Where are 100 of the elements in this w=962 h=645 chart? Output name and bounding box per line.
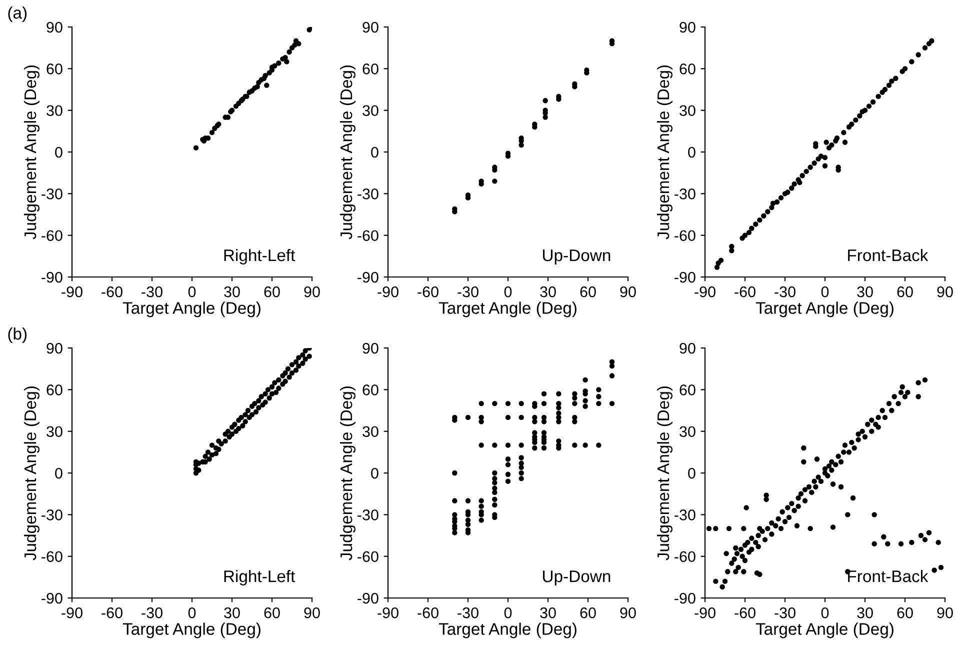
point — [898, 541, 904, 546]
point — [938, 564, 944, 570]
point — [741, 526, 746, 532]
point — [722, 578, 728, 584]
point — [845, 512, 850, 518]
point — [272, 63, 278, 68]
point — [726, 526, 732, 532]
x-tick-label: 0 — [821, 286, 829, 298]
x-tick-label: 0 — [188, 286, 196, 298]
x-tick-label: 90 — [620, 286, 636, 298]
x-tick-label: -30 — [774, 286, 796, 298]
y-tick-label: -30 — [674, 188, 696, 200]
x-tick-label: 90 — [304, 607, 320, 618]
point — [838, 484, 844, 490]
y-axis-title: Judgement Angle (Deg) — [656, 65, 673, 240]
y-tick-label: 60 — [362, 384, 378, 396]
y-axis-title: Judgement Angle (Deg) — [24, 65, 40, 240]
x-tick-label: 0 — [821, 607, 829, 618]
x-tick-label: 60 — [264, 607, 280, 618]
annotation: Front-Back — [848, 248, 928, 262]
y-tick-label: 0 — [371, 468, 378, 479]
y-tick-label: 90 — [46, 22, 62, 33]
y-tick-label: -90 — [42, 592, 62, 604]
y-tick-label: 30 — [46, 426, 62, 438]
text: (b) — [8, 327, 27, 343]
point — [850, 495, 856, 501]
y-axis-title: Judgement Angle (Deg) — [340, 386, 356, 560]
x-tick-label: 90 — [620, 607, 636, 618]
x-tick-label: 30 — [540, 607, 556, 618]
y-tick-label: 60 — [46, 384, 62, 396]
point — [254, 84, 260, 90]
x-tick-label: -60 — [418, 286, 438, 298]
x-tick-label: 0 — [188, 607, 196, 618]
y-tick-label: 90 — [680, 22, 696, 33]
y-tick-label: 60 — [46, 64, 62, 74]
y-tick-label: -30 — [358, 188, 378, 200]
point — [926, 530, 932, 536]
x-tick-label: -30 — [142, 607, 162, 618]
point — [264, 82, 270, 88]
y-tick-label: 30 — [362, 426, 378, 438]
annotation: Front-Back — [848, 570, 928, 582]
y-tick-label: 0 — [688, 146, 696, 158]
point — [918, 532, 924, 538]
y-tick-label: 60 — [680, 64, 696, 74]
x-axis-title: Target Angle (Deg) — [438, 302, 576, 318]
point — [276, 60, 282, 66]
y-tick-label: 0 — [55, 468, 62, 479]
point — [932, 568, 937, 573]
point — [724, 550, 729, 556]
point — [286, 49, 292, 55]
x-tick-label: 0 — [504, 607, 512, 618]
point — [209, 130, 215, 136]
x-tick-label: -60 — [418, 607, 438, 618]
x-tick-label: 0 — [504, 286, 512, 298]
point — [296, 41, 302, 46]
point — [733, 545, 738, 551]
x-tick-label: 60 — [264, 286, 280, 298]
x-tick-label: -60 — [734, 286, 756, 298]
point — [720, 584, 725, 590]
point — [916, 394, 921, 400]
point — [794, 523, 800, 528]
text: (a) — [8, 6, 27, 22]
point — [282, 54, 288, 60]
x-tick-label: -60 — [734, 607, 756, 618]
point — [262, 73, 268, 78]
point — [757, 572, 762, 577]
point — [872, 541, 877, 546]
y-tick-label: -60 — [674, 551, 696, 562]
y-tick-label: 90 — [46, 342, 62, 354]
point — [744, 505, 749, 510]
y-tick-label: -60 — [42, 230, 62, 242]
point — [936, 540, 941, 546]
x-tick-label: 30 — [224, 286, 240, 298]
point — [916, 380, 921, 386]
x-tick-label: 60 — [897, 286, 913, 298]
x-tick-label: -60 — [102, 607, 122, 618]
y-tick-label: 90 — [362, 22, 378, 33]
y-tick-label: -30 — [674, 510, 696, 520]
y-tick-label: -90 — [674, 272, 696, 283]
y-tick-label: -60 — [358, 230, 378, 242]
x-axis-title: Target Angle (Deg) — [122, 622, 260, 638]
x-axis-title: Target Angle (Deg) — [122, 302, 260, 318]
x-axis-title: Target Angle (Deg) — [756, 622, 894, 638]
point — [922, 377, 928, 383]
y-tick-label: -60 — [42, 551, 62, 562]
point — [757, 526, 762, 532]
point — [872, 512, 877, 518]
point — [706, 526, 712, 532]
y-axis-title: Judgement Angle (Deg) — [24, 386, 40, 560]
point — [801, 459, 806, 464]
x-tick-label: -30 — [458, 607, 478, 618]
y-tick-label: 60 — [680, 384, 696, 396]
x-tick-label: -60 — [102, 286, 122, 298]
y-tick-label: 0 — [688, 468, 696, 479]
y-tick-label: 90 — [362, 342, 378, 354]
y-tick-label: 30 — [680, 105, 696, 116]
y-tick-label: -90 — [674, 592, 696, 604]
x-tick-label: 30 — [224, 607, 240, 618]
y-tick-label: -90 — [42, 272, 62, 283]
y-tick-label: 90 — [680, 342, 696, 354]
